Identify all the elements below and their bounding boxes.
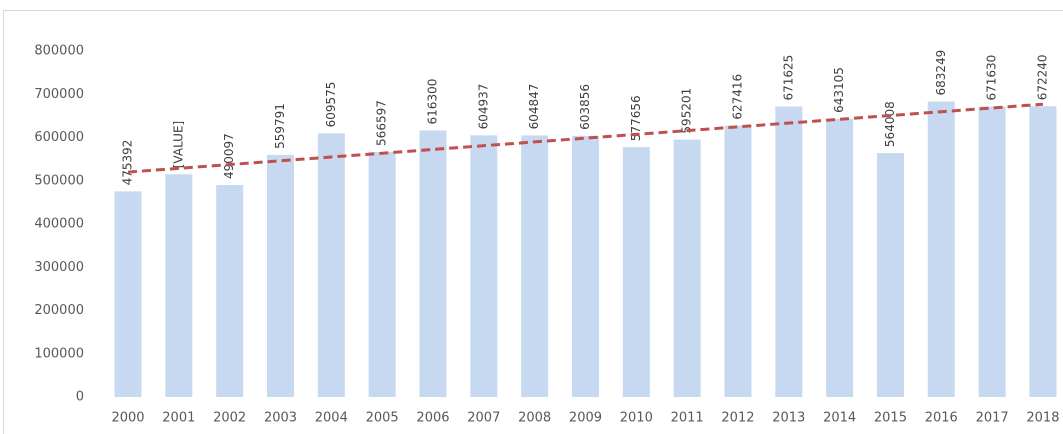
value-label: 577656: [629, 95, 643, 141]
bar: [571, 135, 599, 397]
value-label: 559791: [273, 103, 287, 149]
bar: [724, 125, 752, 397]
bar: [826, 118, 854, 397]
x-tick-label: 2006: [416, 411, 449, 426]
y-tick-label: 300000: [34, 260, 84, 275]
y-tick-label: 200000: [34, 303, 84, 318]
bar: [521, 135, 549, 397]
bar: [470, 135, 498, 397]
value-label: 564008: [883, 101, 897, 147]
value-label: 604847: [527, 84, 541, 130]
x-tick-label: 2004: [315, 411, 348, 426]
bar: [622, 147, 650, 397]
chart-border: [3, 10, 1063, 434]
x-tick-label: 2008: [518, 411, 551, 426]
y-tick-label: 400000: [34, 217, 84, 232]
x-tick-label: 2005: [366, 411, 399, 426]
value-label: 603856: [578, 84, 592, 130]
value-label: 643105: [832, 67, 846, 113]
x-tick-label: 2014: [823, 411, 856, 426]
bar: [1029, 106, 1057, 398]
value-label: 609575: [324, 82, 338, 128]
bar: [368, 151, 396, 397]
y-tick-label: 700000: [34, 87, 84, 102]
x-tick-label: 2010: [620, 411, 653, 426]
y-tick-label: 600000: [34, 130, 84, 145]
value-label: 671630: [985, 55, 999, 101]
value-label: [VALUE]: [171, 121, 185, 168]
bar: [266, 154, 294, 397]
x-tick-label: 2015: [874, 411, 907, 426]
value-label: 671625: [781, 55, 795, 101]
x-tick-label: 2001: [162, 411, 195, 426]
x-tick-label: 2012: [721, 411, 754, 426]
bar: [317, 133, 345, 397]
bar: [876, 153, 904, 397]
x-tick-label: 2000: [111, 411, 144, 426]
value-label: 683249: [934, 50, 948, 96]
bar: [673, 139, 701, 397]
bar: [775, 106, 803, 397]
value-label: 627416: [730, 74, 744, 120]
y-tick-label: 100000: [34, 346, 84, 361]
x-tick-label: 2007: [467, 411, 500, 426]
bar: [419, 130, 447, 397]
value-label: 604937: [476, 84, 490, 130]
x-tick-label: 2003: [264, 411, 297, 426]
bar: [114, 191, 142, 397]
x-tick-label: 2011: [671, 411, 704, 426]
y-tick-label: 500000: [34, 173, 84, 188]
y-tick-label: 800000: [34, 44, 84, 59]
x-tick-label: 2009: [569, 411, 602, 426]
value-label: 672240: [1035, 54, 1049, 100]
y-tick-label: 0: [76, 390, 84, 405]
x-tick-label: 2013: [772, 411, 805, 426]
trend-line: [127, 102, 1044, 174]
x-tick-label: 2018: [1026, 411, 1059, 426]
bar: [978, 106, 1006, 398]
value-label: 490097: [222, 133, 236, 179]
value-label: 616300: [425, 79, 439, 125]
value-label: 595201: [680, 88, 694, 134]
x-tick-label: 2016: [925, 411, 958, 426]
bar: [927, 101, 955, 397]
x-tick-label: 2002: [213, 411, 246, 426]
value-label: 475392: [121, 140, 135, 186]
bar: [165, 174, 193, 397]
value-label: 566597: [375, 100, 389, 146]
bar: [216, 185, 244, 397]
x-tick-label: 2017: [976, 411, 1009, 426]
